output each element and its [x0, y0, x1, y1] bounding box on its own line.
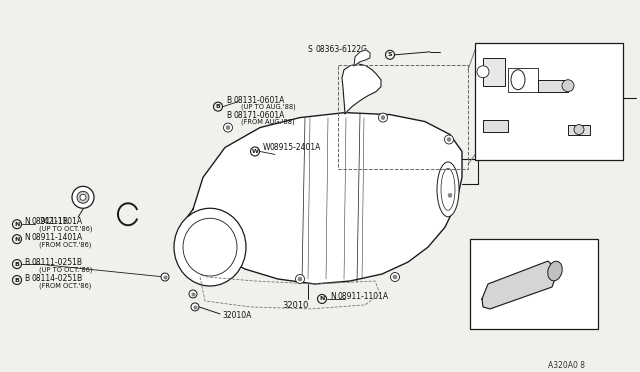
Text: 32712: 32712: [484, 135, 508, 144]
Text: 32010A: 32010A: [222, 311, 252, 320]
Text: 08114-0251B: 08114-0251B: [31, 274, 82, 283]
Text: S: S: [308, 45, 313, 54]
Circle shape: [296, 275, 305, 283]
Text: N: N: [24, 233, 29, 242]
Circle shape: [390, 273, 399, 282]
Circle shape: [447, 138, 451, 141]
Text: 32703: 32703: [555, 112, 579, 121]
Circle shape: [77, 191, 89, 203]
Circle shape: [161, 273, 169, 281]
Text: (FROM AUG.'88): (FROM AUG.'88): [241, 119, 294, 125]
Text: 08915-2401A: 08915-2401A: [270, 142, 321, 151]
Text: (FROM OCT.'86): (FROM OCT.'86): [39, 282, 92, 289]
Text: B: B: [216, 104, 220, 109]
Text: N: N: [14, 222, 20, 227]
Text: A320A0 8: A320A0 8: [548, 361, 585, 370]
Circle shape: [477, 66, 489, 78]
Circle shape: [191, 303, 199, 311]
Circle shape: [448, 193, 452, 197]
Bar: [568, 125, 590, 135]
Text: B: B: [15, 278, 19, 282]
Text: KP100: KP100: [503, 317, 527, 326]
Text: (FROM OCT.'86): (FROM OCT.'86): [39, 241, 92, 248]
Text: N: N: [330, 292, 336, 301]
Ellipse shape: [548, 261, 562, 281]
Circle shape: [226, 126, 230, 129]
Text: (UP TO AUG.'88): (UP TO AUG.'88): [241, 104, 296, 110]
Polygon shape: [482, 261, 558, 309]
Text: (UP TO OCT.'86): (UP TO OCT.'86): [39, 266, 93, 273]
Circle shape: [445, 135, 454, 144]
Text: B: B: [24, 274, 29, 283]
Bar: [508, 68, 538, 92]
Bar: [475, 43, 623, 160]
Text: (UP TO OCT.'86): (UP TO OCT.'86): [39, 225, 93, 232]
Text: B: B: [15, 262, 19, 267]
Bar: [470, 239, 598, 329]
Bar: [338, 65, 468, 169]
Text: 24211R: 24211R: [40, 217, 69, 226]
Ellipse shape: [437, 162, 459, 217]
Ellipse shape: [174, 208, 246, 286]
Text: S: S: [388, 52, 392, 57]
Text: N: N: [24, 217, 29, 226]
Text: 08111-0251B: 08111-0251B: [31, 258, 82, 267]
Text: 08911-1101A: 08911-1101A: [337, 292, 388, 301]
Circle shape: [378, 113, 387, 122]
Text: 32707: 32707: [500, 47, 524, 56]
Text: 08363-6122G: 08363-6122G: [315, 45, 367, 54]
Circle shape: [223, 123, 232, 132]
Text: 08171-0601A: 08171-0601A: [233, 110, 284, 120]
Circle shape: [393, 275, 397, 279]
Polygon shape: [342, 64, 381, 113]
Text: 08131-0601A: 08131-0601A: [233, 96, 284, 105]
Circle shape: [445, 191, 454, 200]
Circle shape: [80, 194, 86, 200]
Circle shape: [298, 277, 302, 281]
Text: B: B: [24, 258, 29, 267]
Text: N: N: [319, 296, 324, 301]
Text: W: W: [263, 142, 271, 151]
Text: 32010: 32010: [282, 301, 308, 310]
Circle shape: [72, 186, 94, 208]
Text: B: B: [226, 110, 231, 120]
Text: 08911-1401A: 08911-1401A: [31, 233, 83, 242]
Text: B: B: [226, 96, 231, 105]
Circle shape: [381, 116, 385, 119]
Text: N: N: [14, 237, 20, 242]
Circle shape: [562, 80, 574, 92]
Text: 32710: 32710: [510, 70, 534, 79]
Polygon shape: [187, 113, 462, 284]
Text: 32709: 32709: [535, 64, 559, 73]
Text: 32702: 32702: [600, 94, 624, 103]
Text: W: W: [252, 149, 259, 154]
Polygon shape: [354, 50, 370, 66]
Circle shape: [574, 125, 584, 135]
Text: 08911-1101A: 08911-1101A: [31, 217, 82, 226]
Bar: [538, 80, 568, 92]
Bar: [483, 119, 508, 132]
Circle shape: [189, 290, 197, 298]
Bar: [483, 58, 505, 86]
Ellipse shape: [511, 70, 525, 90]
